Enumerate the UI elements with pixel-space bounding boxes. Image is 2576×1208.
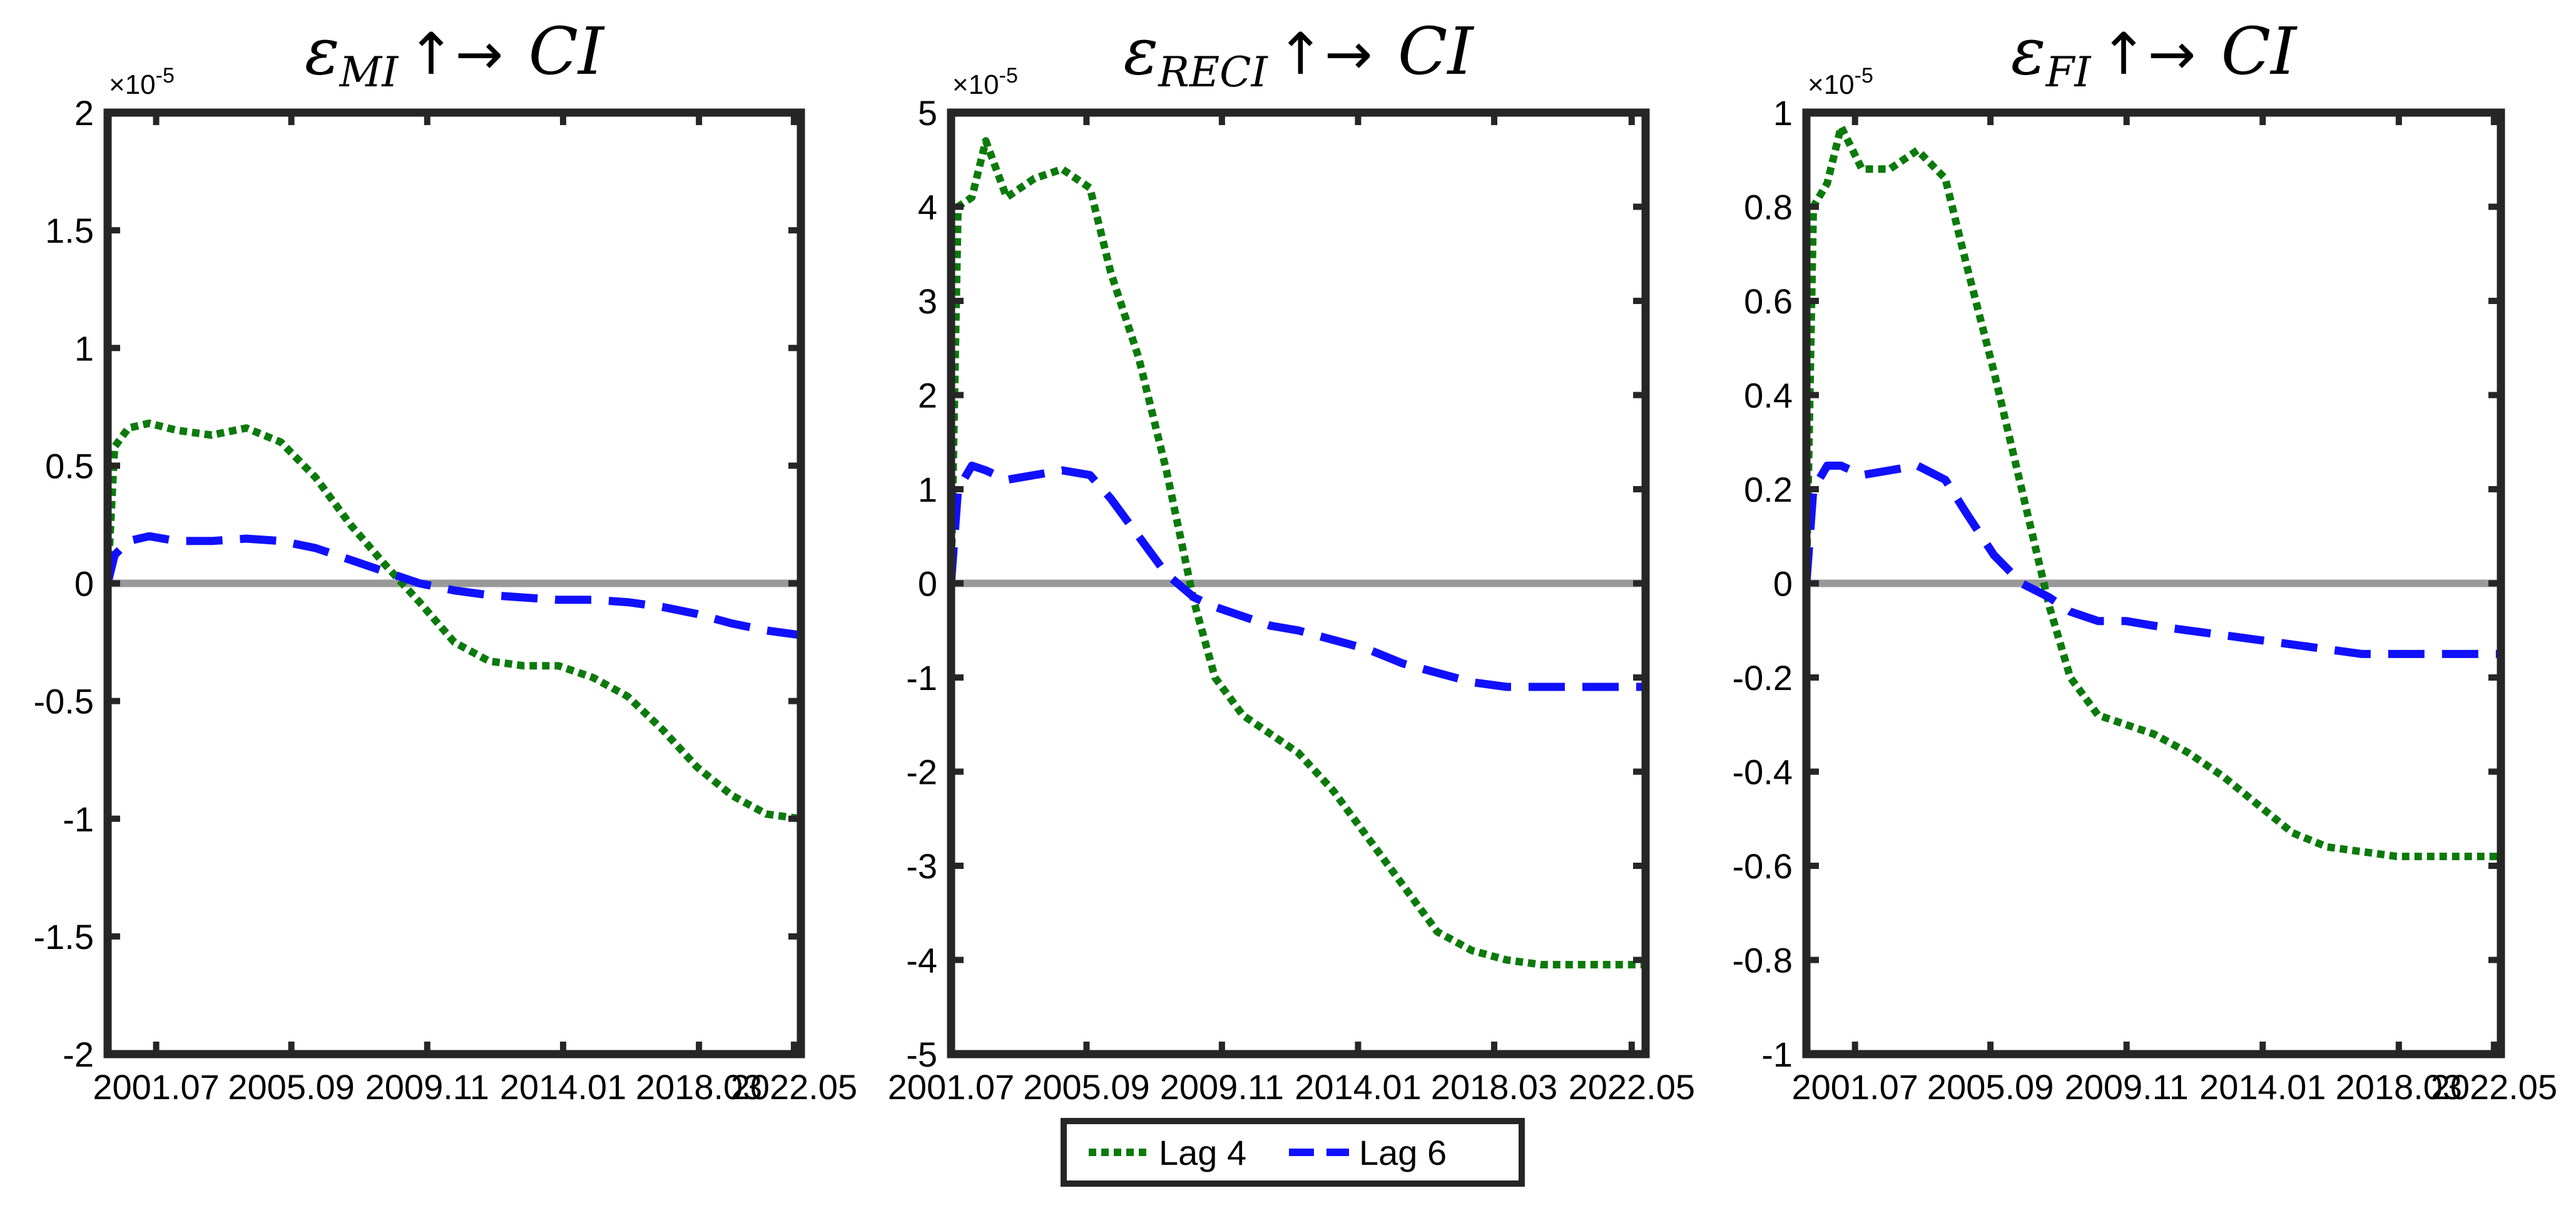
- y-tick-label: 2: [74, 93, 94, 133]
- panel-title-mi: εMI ↑→ CI: [305, 13, 605, 96]
- y-tick-label: -5: [906, 1035, 937, 1074]
- x-tick-label: 2018.03: [2336, 1067, 2462, 1107]
- y-tick-label: -0.5: [34, 682, 94, 721]
- y-tick-label: 0.6: [1744, 282, 1793, 321]
- y-tick-label: 3: [918, 282, 937, 321]
- series-group: [951, 137, 1646, 968]
- x-tick-label: 2022.05: [2431, 1067, 2557, 1107]
- y-tick-label: -2: [63, 1035, 94, 1074]
- y-tick-label: 0: [74, 564, 94, 604]
- y-tick-label: 0: [918, 564, 937, 604]
- legend-label: Lag 4: [1159, 1133, 1246, 1172]
- y-tick-label: -3: [906, 846, 937, 886]
- y-tick-label: 1: [918, 470, 937, 509]
- x-tick-label: 2001.07: [93, 1067, 219, 1107]
- y-tick-label: -0.6: [1733, 846, 1793, 886]
- y-tick-label: 0.2: [1744, 470, 1793, 509]
- y-tick-label: 0.5: [45, 446, 94, 485]
- exponent-label: ×10-5: [1808, 64, 1873, 100]
- y-tick-label: -1: [1761, 1035, 1793, 1074]
- y-tick-label: 4: [918, 188, 937, 227]
- y-tick-label: 2: [918, 376, 937, 415]
- x-tick-label: 2005.09: [1927, 1067, 2054, 1107]
- x-tick-label: 2022.05: [731, 1067, 857, 1107]
- y-tick-label: -0.4: [1733, 753, 1793, 792]
- series-line-lag-4: [951, 137, 1646, 968]
- series-line-lag-4: [108, 419, 801, 823]
- y-tick-label: -2: [906, 753, 937, 792]
- y-tick-label: 0.8: [1744, 188, 1793, 227]
- x-tick-label: 2001.07: [1791, 1067, 1918, 1107]
- y-tick-label: 0.4: [1744, 376, 1793, 415]
- panel-reci: -5 -4 -3 -2 -1 0 1 2 3 4 5 2001.07 2005.09 2009.11 201…: [888, 13, 1695, 1107]
- y-tick-label: -1.5: [34, 917, 94, 957]
- x-tick-label: 2009.11: [1160, 1067, 1284, 1107]
- x-tick-label: 2018.03: [1431, 1067, 1557, 1107]
- y-tick-label: -0.2: [1733, 658, 1793, 698]
- exponent-label: ×10-5: [952, 64, 1018, 100]
- series-line-lag-6: [1806, 461, 2501, 658]
- y-tick-label: 5: [918, 93, 937, 133]
- panel-title-fi: εFI ↑→ CI: [2011, 13, 2298, 96]
- x-tick-label: 2005.09: [228, 1067, 354, 1107]
- x-tick-label: 2001.07: [888, 1067, 1014, 1107]
- panel-title-reci: εRECI ↑→ CI: [1123, 13, 1474, 96]
- x-tick-label: 2005.09: [1023, 1067, 1149, 1107]
- y-tick-label: 0: [1773, 564, 1793, 604]
- x-tick-label: 2014.01: [1295, 1067, 1421, 1107]
- y-tick-label: 1.5: [45, 211, 94, 250]
- legend-label: Lag 6: [1359, 1133, 1447, 1172]
- y-tick-label: -1: [906, 658, 937, 698]
- y-tick-label: 1: [74, 328, 94, 368]
- y-tick-label: 1: [1773, 93, 1793, 133]
- panel-mi: -2 -1.5 -1 -0.5 0 0.5 1 1.5 2 2001.07 2005.09 2009.…: [34, 13, 858, 1107]
- series-group: [108, 419, 801, 823]
- x-tick-label: 2014.01: [2199, 1067, 2326, 1107]
- x-tick-label: 2014.01: [500, 1067, 626, 1107]
- y-tick-label: -4: [906, 941, 937, 980]
- x-tick-label: 2009.11: [2065, 1067, 2189, 1107]
- series-line-lag-4: [1806, 123, 2501, 860]
- series-line-lag-6: [951, 461, 1646, 691]
- series-line-lag-6: [108, 532, 801, 639]
- series-group: [1806, 123, 2501, 860]
- x-tick-label: 2022.05: [1569, 1067, 1695, 1107]
- x-tick-label: 2018.03: [636, 1067, 762, 1107]
- x-tick-label: 2009.11: [365, 1067, 489, 1107]
- exponent-label: ×10-5: [109, 64, 175, 100]
- y-tick-label: -0.8: [1733, 941, 1793, 980]
- legend: Lag 4 Lag 6: [1061, 1118, 1525, 1187]
- y-tick-label: -1: [63, 799, 94, 839]
